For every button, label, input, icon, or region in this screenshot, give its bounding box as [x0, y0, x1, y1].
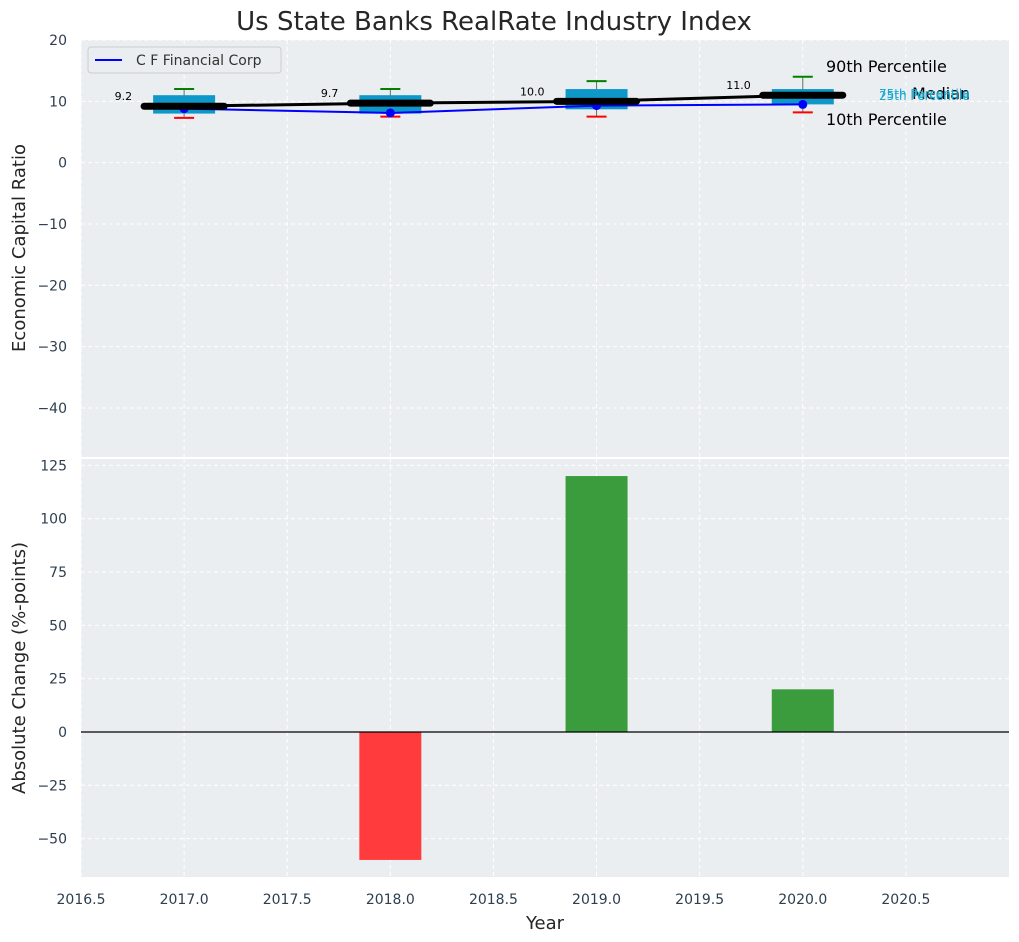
x-ticks: 2016.5 2017.0 2017.5 2018.0 2018.5 2019.0 2019… [57, 892, 931, 908]
change-bars [81, 476, 1009, 860]
top-grid [80, 39, 1009, 457]
chart-title: Us State Banks RealRate Industry Index [236, 7, 752, 37]
x-tick-label: 2016.5 [57, 892, 106, 908]
annotation-90th: 90th Percentile [826, 57, 947, 76]
legend-label: C F Financial Corp [136, 53, 262, 69]
bottom-y-tick-label: 50 [49, 618, 67, 634]
company-line-path [184, 103, 803, 114]
bottom-y-ticks: 125 100 75 50 25 0 −25 −50 [37, 458, 67, 847]
bottom-grid [80, 459, 1009, 877]
median-series: 9.2 9.7 10.0 11.0 [115, 79, 847, 110]
x-tick-label: 2017.0 [160, 892, 209, 908]
top-y-tick-label: −40 [37, 401, 67, 417]
top-y-tick-label: −20 [37, 278, 67, 294]
percentile-annotations: 90th Percentile Median 10th Percentile 7… [826, 57, 970, 129]
annotation-25th: 25th Percentile [879, 89, 970, 103]
bottom-y-tick-label: 125 [40, 458, 67, 474]
bottom-y-axis-label: Absolute Change (%-points) [9, 542, 30, 794]
x-tick-label: 2020.0 [778, 892, 827, 908]
legend: C F Financial Corp [87, 46, 282, 74]
x-tick-label: 2017.5 [263, 892, 312, 908]
x-tick-label: 2018.5 [469, 892, 518, 908]
top-panel: 20 10 0 −10 −20 −30 −40 Economic Capital Ratio… [9, 33, 1009, 457]
bottom-y-tick-label: −25 [37, 778, 67, 794]
median-value-label: 9.7 [321, 87, 339, 100]
top-y-tick-label: 20 [49, 33, 67, 49]
median-value-label: 9.2 [115, 90, 133, 103]
x-tick-label: 2019.0 [572, 892, 621, 908]
bottom-plot-background [81, 459, 1009, 877]
top-y-tick-label: 10 [49, 94, 67, 110]
annotation-75th: 75th Percentile [879, 87, 970, 101]
change-bar [771, 689, 834, 732]
annotation-10th: 10th Percentile [826, 110, 947, 129]
company-point [385, 108, 395, 118]
x-tick-label: 2019.5 [675, 892, 724, 908]
x-tick-label: 2020.5 [881, 892, 930, 908]
bottom-y-tick-label: 100 [40, 512, 67, 528]
change-bar [359, 731, 422, 860]
legend-box [87, 46, 282, 74]
top-y-ticks: 20 10 0 −10 −20 −30 −40 [37, 33, 67, 417]
annotation-median: Median [912, 84, 970, 103]
company-point [798, 99, 808, 109]
top-y-tick-label: −30 [37, 340, 67, 356]
x-axis-label: Year [525, 913, 565, 934]
bottom-y-tick-label: −50 [37, 832, 67, 848]
bottom-y-tick-label: 75 [49, 565, 67, 581]
median-connector [184, 93, 803, 108]
top-y-tick-label: −10 [37, 217, 67, 233]
bottom-y-tick-label: 25 [49, 672, 67, 688]
change-bar [565, 476, 628, 732]
x-tick-label: 2018.0 [366, 892, 415, 908]
top-y-tick-label: 0 [58, 156, 67, 172]
bottom-y-tick-label: 0 [58, 725, 67, 741]
median-value-label: 10.0 [520, 85, 545, 98]
top-y-axis-label: Economic Capital Ratio [9, 144, 30, 352]
median-value-label: 11.0 [726, 79, 751, 92]
